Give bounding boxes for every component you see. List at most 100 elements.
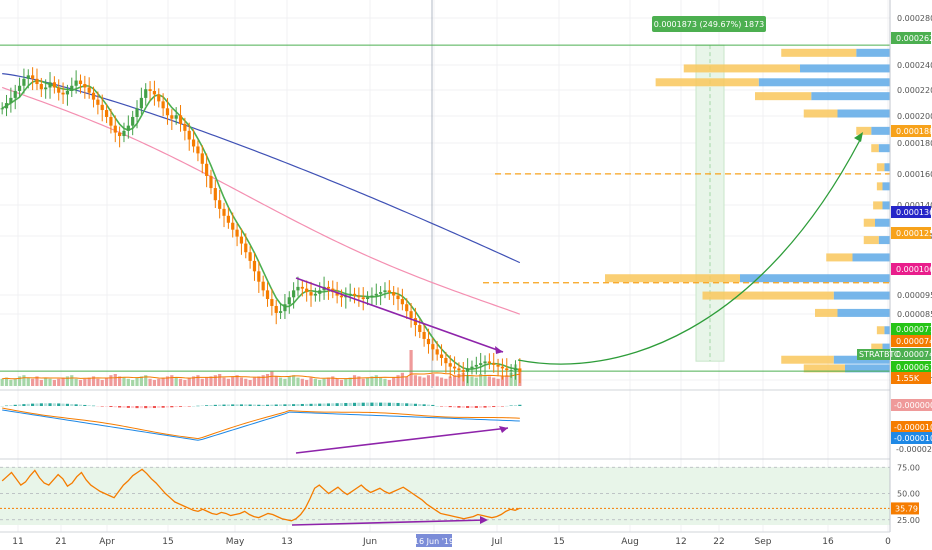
price-tag-label: 1.55K: [896, 374, 920, 383]
macd-histogram-bar: [9, 405, 13, 406]
candle-body: [39, 84, 43, 90]
macd-histogram-bar: [339, 403, 344, 406]
macd-pane[interactable]: [0, 389, 932, 454]
volume-bar: [118, 376, 122, 386]
volume-profile-bar-down: [837, 109, 890, 118]
candle-body: [252, 260, 257, 272]
volume-bar: [13, 378, 17, 386]
candle-body: [13, 90, 17, 98]
macd-histogram-bar: [213, 404, 217, 406]
candle-body: [152, 90, 157, 95]
macd-histogram-bar: [379, 402, 383, 406]
time-tick-label: 13: [281, 537, 292, 547]
price-tag: 0.0002624: [891, 32, 932, 44]
volume-bar: [135, 377, 139, 386]
volume-bar: [439, 377, 444, 386]
macd-histogram-bar: [470, 406, 474, 408]
volume-bar: [313, 378, 317, 386]
macd-tick-label: -0.0000200: [896, 445, 932, 454]
macd-histogram-bar: [439, 406, 444, 407]
price-tick-label: 0.0002000: [897, 112, 932, 121]
candle-body: [409, 311, 413, 319]
volume-bar: [361, 378, 365, 386]
volume-bar: [113, 374, 117, 386]
macd-histogram-bar: [422, 404, 426, 406]
macd-histogram-bar: [252, 404, 257, 406]
candle-body: [492, 363, 496, 365]
macd-histogram-bar: [200, 405, 204, 406]
time-crosshair-tag: 16 Jun '19: [414, 534, 454, 547]
candle-body: [239, 236, 244, 244]
price-tag: 1.55K: [891, 372, 931, 384]
price-tag-background: [891, 227, 931, 239]
candle-body: [287, 297, 291, 305]
volume-bar: [326, 377, 331, 386]
macd-histogram-bar: [335, 403, 339, 406]
volume-profile-bar-up: [876, 182, 883, 191]
volume-profile-bar-down: [811, 92, 890, 101]
macd-histogram-bar: [161, 406, 165, 408]
macd-histogram-bar: [165, 406, 170, 408]
macd-tag-label: -0.0000003: [894, 401, 932, 410]
rsi-pane[interactable]: [0, 458, 932, 526]
macd-histogram-bar: [387, 402, 391, 406]
candle-body: [248, 252, 252, 261]
candle-body: [22, 78, 26, 86]
macd-histogram-bar: [413, 403, 418, 406]
volume-profile-bar-down: [882, 201, 890, 210]
macd-histogram-bar: [370, 402, 374, 406]
candle-body: [213, 188, 217, 201]
macd-histogram-bar: [239, 404, 244, 406]
moving-averages: [1, 73, 521, 371]
volume-bar: [126, 378, 130, 386]
price-tag-label: 0.0001882: [896, 127, 932, 136]
time-tick-label: Jul: [491, 537, 503, 547]
macd-histogram-bar: [383, 402, 387, 406]
volume-profile-bar-down: [871, 126, 890, 135]
macd-histogram-bar: [322, 403, 326, 406]
macd-histogram-bar: [126, 406, 130, 408]
volume-bar: [374, 375, 378, 386]
macd-histogram-bar: [100, 406, 104, 407]
macd-histogram-bar: [39, 403, 43, 406]
macd-histogram-bar: [152, 406, 157, 409]
candle-body: [257, 271, 261, 282]
macd-histogram-bar: [209, 405, 213, 406]
macd-histogram-bar: [361, 402, 365, 406]
macd-histogram-bar: [457, 406, 461, 408]
price-axis: 0.0002800 0.0002400 0.0002200 0.0002000 0.00…: [857, 14, 932, 385]
price-tag-background: [891, 335, 931, 347]
volume-profile-bar-up: [863, 218, 875, 227]
time-tick-label: Sep: [755, 537, 772, 547]
volume-profile-bar-down: [882, 343, 890, 352]
time-tick-label: 22: [713, 537, 724, 547]
macd-histogram-bar: [0, 406, 4, 407]
macd-histogram-bar: [274, 404, 278, 406]
volume-profile-bar-down: [882, 182, 890, 191]
macd-histogram-bar: [483, 406, 487, 408]
candle-body: [466, 368, 470, 372]
macd-histogram-bar: [357, 402, 361, 406]
divergence-arrowhead: [480, 516, 488, 524]
candle-body: [174, 115, 178, 119]
price-pane[interactable]: 0.0001873 (249.67%) 1873: [0, 0, 890, 532]
volume-profile-bar-up: [826, 253, 853, 262]
candle-body: [222, 208, 226, 216]
candle-body: [78, 80, 83, 85]
price-tag: 0.0001254: [891, 227, 932, 239]
macd-histogram-bar: [70, 404, 74, 406]
volume-bar: [348, 377, 352, 386]
candle-body: [305, 288, 309, 293]
macd-histogram-bar: [17, 404, 22, 406]
price-tag-background: [891, 323, 931, 335]
candle-body: [139, 97, 143, 109]
macd-histogram-bar: [331, 403, 335, 406]
macd-histogram-bar: [144, 406, 148, 409]
bullish-divergence-price: [295, 277, 504, 354]
candle-body: [509, 370, 513, 372]
candle-body: [292, 290, 296, 298]
price-tag-background: [891, 206, 931, 218]
volume-profile-bar-down: [740, 274, 890, 283]
macd-histogram-bar: [352, 402, 357, 406]
